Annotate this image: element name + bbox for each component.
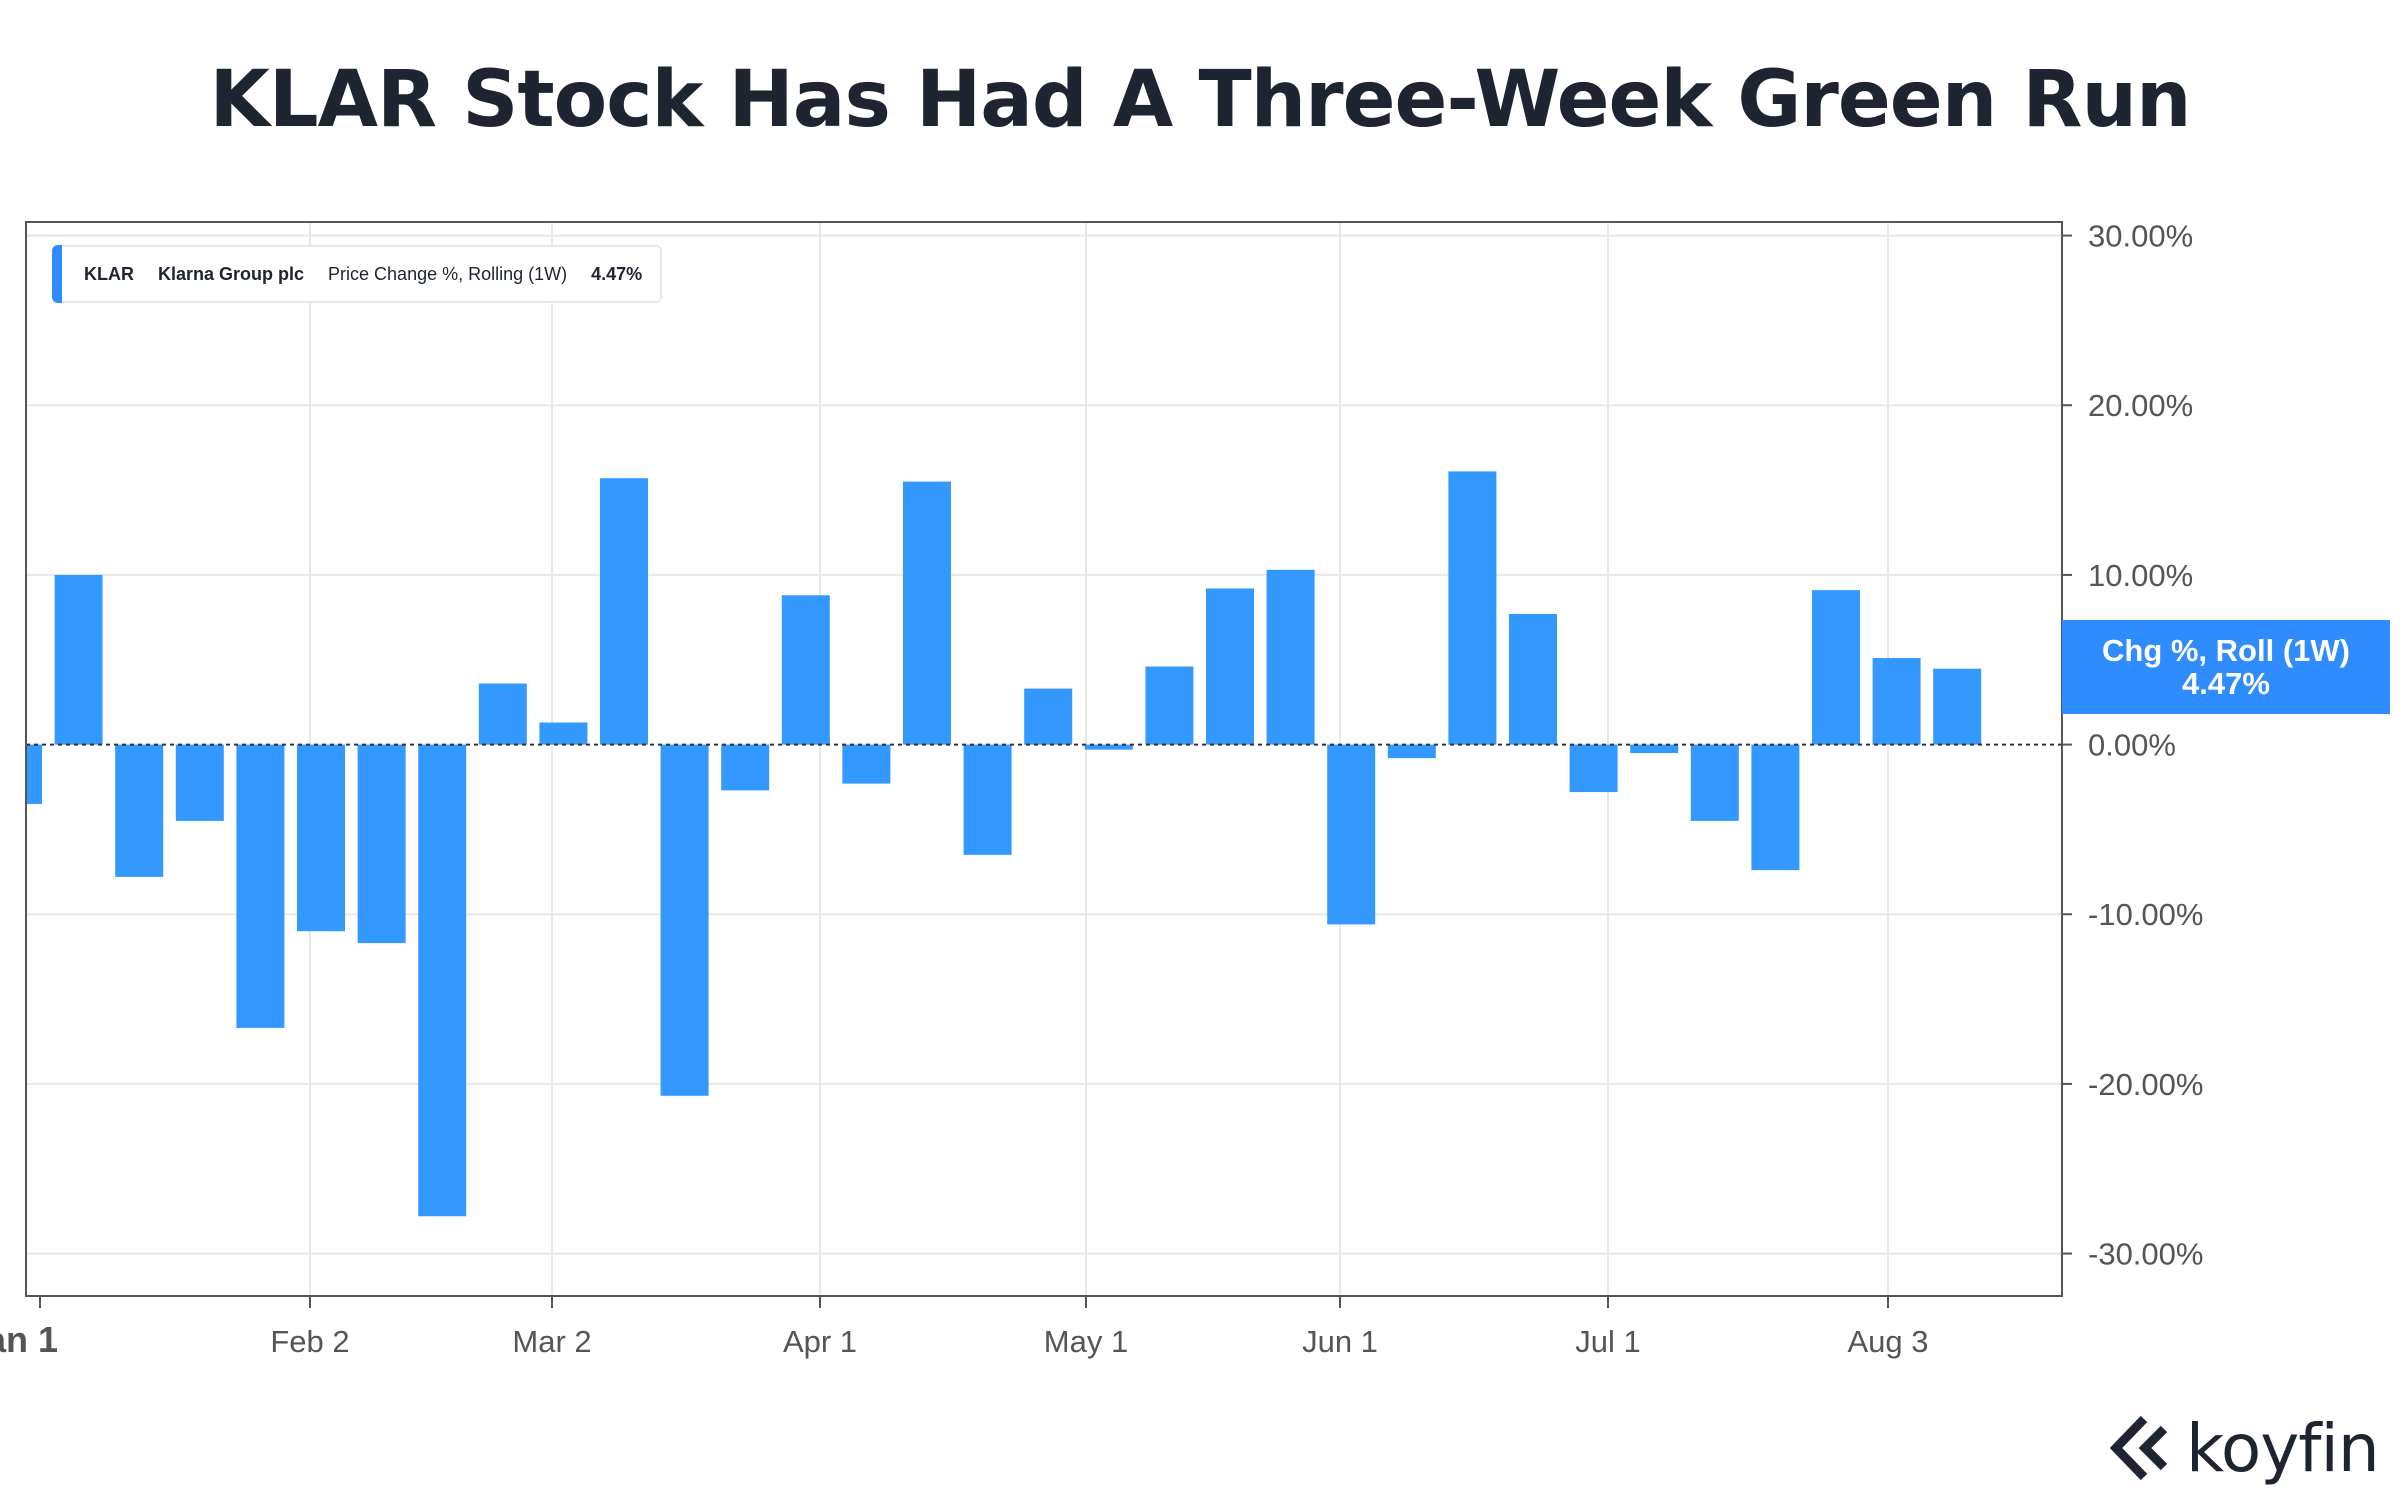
x-tick-label: Jul 1 [1575,1324,1640,1359]
x-tick-label: Apr 1 [783,1324,857,1359]
bar [842,744,891,784]
chart-title: KLAR Stock Has Had A Three-Week Green Ru… [209,55,2191,145]
bar [1690,744,1739,821]
bar [660,744,709,1096]
bar [1024,688,1073,745]
bar [1630,744,1679,754]
bar [1206,588,1254,745]
bar [539,722,588,745]
bar [297,744,345,932]
x-tick-label: Jan 1 [0,1319,58,1360]
bar [1872,658,1921,745]
bar [963,744,1012,855]
legend-swatch [52,245,62,303]
legend-company: Klarna Group plc [158,263,305,284]
koyfin-logo-icon [2110,1415,2168,1481]
bar [1145,666,1194,745]
legend: KLAR Klarna Group plc Price Change %, Ro… [52,245,662,303]
y-tick-label: 0.00% [2088,728,2176,763]
last-value-tag-value: 4.47% [2182,666,2270,701]
bar [1812,590,1860,745]
bar [357,744,406,944]
y-tick-label: 30.00% [2088,219,2193,254]
bar [1569,744,1618,793]
y-tick-label: 20.00% [2088,388,2193,423]
y-axis: 30.00% 20.00% 10.00% 0.00% -10.00% -20.00% -30… [2062,219,2203,1272]
bar [1266,569,1315,745]
bar [781,595,830,745]
legend-ticker: KLAR [84,263,134,284]
bars-layer [26,471,1982,1217]
bar [903,481,951,745]
bar [1327,744,1376,925]
bar [600,478,648,745]
x-axis: Jan 1 Feb 2 Mar 2 Apr 1 May 1 Jun 1 Jul 1 Aug 3 [0,1296,1929,1360]
bar [418,744,467,1217]
bar [721,744,770,791]
bar [115,744,164,877]
bar [175,744,224,821]
y-tick-label: -30.00% [2088,1237,2203,1272]
x-tick-label: May 1 [1044,1324,1128,1359]
plot-frame [25,221,2063,1297]
bar [1387,744,1436,759]
last-value-tag-label: Chg %, Roll (1W) [2102,633,2350,668]
x-tick-label: Aug 3 [1847,1324,1928,1359]
legend-value: 4.47% [591,263,643,284]
brand-logo: koyfin [2110,1408,2380,1488]
last-value-tag: Chg %, Roll (1W) 4.47% [2062,620,2390,714]
legend-metric: Price Change %, Rolling (1W) [328,263,568,284]
bar [1933,668,1982,745]
bar [236,744,285,1028]
brand-name: koyfin [2186,1409,2380,1487]
bar [478,683,527,745]
y-tick-label: -10.00% [2088,897,2203,932]
y-tick-label: 10.00% [2088,558,2193,593]
bar [1448,471,1497,745]
bar [26,744,42,804]
bar [1509,613,1557,745]
x-tick-label: Jun 1 [1302,1324,1378,1359]
x-tick-label: Mar 2 [512,1324,591,1359]
bar [1751,744,1800,871]
bar [1084,744,1133,750]
y-tick-label: -20.00% [2088,1067,2203,1102]
x-tick-label: Feb 2 [270,1324,349,1359]
bar [54,574,103,745]
